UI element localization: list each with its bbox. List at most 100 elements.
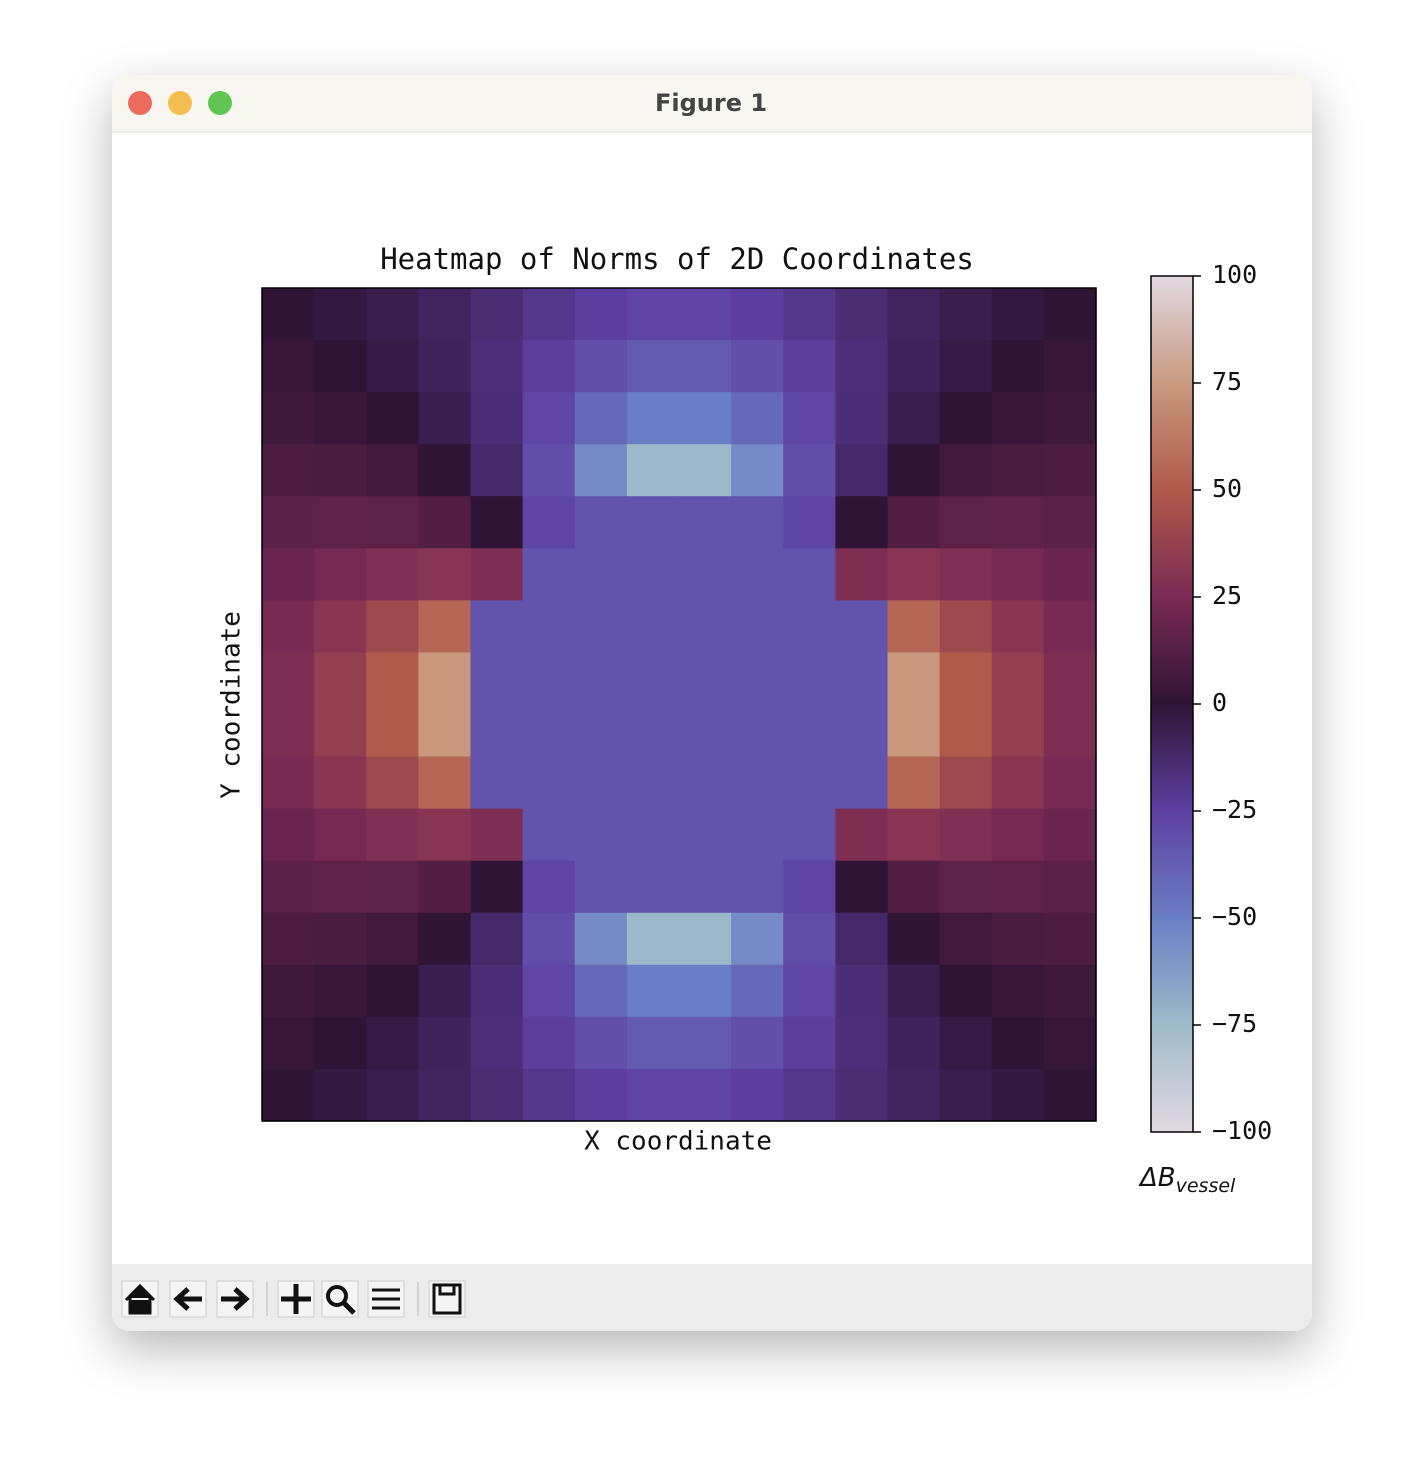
- heatmap-cell: [783, 444, 836, 497]
- heatmap-cell: [783, 288, 836, 341]
- heatmap-cell: [418, 704, 472, 758]
- heatmap-cell: [1043, 548, 1097, 601]
- heatmap-cell: [262, 548, 315, 601]
- heatmap-cell: [783, 1016, 836, 1070]
- heatmap-cell: [1043, 808, 1097, 862]
- heatmap-cell: [731, 288, 784, 341]
- heatmap-cell: [783, 756, 836, 810]
- heatmap-cell: [991, 964, 1045, 1018]
- heatmap-cell: [939, 964, 993, 1018]
- heatmap-cell: [887, 808, 941, 862]
- zoom-button[interactable]: [208, 91, 232, 115]
- heatmap-cell: [783, 496, 836, 549]
- heatmap-cell: [887, 340, 941, 393]
- forward-button[interactable]: [216, 1280, 254, 1318]
- heatmap-cell: [835, 964, 889, 1018]
- heatmap-cell: [418, 1016, 472, 1070]
- heatmap-cell: [314, 912, 367, 966]
- heatmap-cell: [366, 496, 419, 549]
- minimize-button[interactable]: [168, 91, 192, 115]
- heatmap-cell: [731, 548, 784, 601]
- colorbar-tick-label: 75: [1212, 367, 1242, 396]
- heatmap-cell: [783, 860, 836, 914]
- heatmap-cell: [731, 340, 784, 393]
- heatmap-cell: [835, 392, 889, 445]
- heatmap-cell: [626, 652, 680, 706]
- heatmap-cell: [366, 548, 419, 601]
- heatmap-cell: [366, 600, 419, 654]
- heatmap-cell: [366, 1068, 419, 1122]
- heatmap-cell: [574, 704, 628, 758]
- heatmap-cell: [262, 1068, 315, 1122]
- heatmap-cell: [470, 808, 524, 862]
- heatmap-cell: [679, 964, 732, 1018]
- heatmap-cell: [1043, 444, 1097, 497]
- heatmap-cell: [939, 1016, 993, 1070]
- save-button[interactable]: [428, 1280, 466, 1318]
- heatmap-cell: [939, 808, 993, 862]
- back-button[interactable]: [169, 1280, 207, 1318]
- home-button[interactable]: [121, 1280, 159, 1318]
- heatmap-cell: [731, 392, 784, 445]
- configure-button[interactable]: [367, 1280, 405, 1318]
- pan-button[interactable]: [277, 1280, 315, 1318]
- heatmap-cell: [679, 860, 732, 914]
- heatmap-cell: [314, 652, 367, 706]
- zoom-rect-button[interactable]: [321, 1280, 359, 1318]
- close-button[interactable]: [128, 91, 152, 115]
- heatmap-cell: [991, 912, 1045, 966]
- heatmap-cell: [522, 860, 576, 914]
- heatmap-cell: [574, 808, 628, 862]
- heatmap-cell: [991, 704, 1045, 758]
- heatmap-cell: [522, 964, 576, 1018]
- heatmap-cell: [887, 964, 941, 1018]
- heatmap-cell: [679, 392, 732, 445]
- heatmap-cell: [626, 444, 680, 497]
- heatmap-cell: [731, 1016, 784, 1070]
- heatmap-cell: [522, 912, 576, 966]
- heatmap-cell: [679, 496, 732, 549]
- heatmap-cell: [314, 756, 367, 810]
- heatmap-cell: [1043, 340, 1097, 393]
- colorbar-label-main: ΔB: [1138, 1163, 1176, 1193]
- heatmap-cell: [783, 808, 836, 862]
- heatmap-cell: [991, 392, 1045, 445]
- heatmap-cell: [574, 652, 628, 706]
- heatmap-cell: [731, 860, 784, 914]
- heatmap-cell: [939, 704, 993, 758]
- heatmap-cell: [314, 392, 367, 445]
- heatmap-cell: [574, 340, 628, 393]
- heatmap-cell: [262, 444, 315, 497]
- heatmap-cell: [731, 756, 784, 810]
- heatmap-cell: [470, 756, 524, 810]
- colorbar-tick-label: 0: [1212, 688, 1227, 717]
- heatmap-cell: [418, 288, 472, 341]
- heatmap-cell: [835, 340, 889, 393]
- heatmap-cell: [470, 600, 524, 654]
- heatmap-cell: [314, 808, 367, 862]
- heatmap-cell: [262, 756, 315, 810]
- heatmap-cell: [522, 548, 576, 601]
- heatmap-cell: [522, 652, 576, 706]
- heatmap-cell: [1043, 1016, 1097, 1070]
- heatmap-cell: [1043, 704, 1097, 758]
- colorbar-label: ΔBvessel: [1138, 1163, 1236, 1197]
- heatmap-cell: [887, 392, 941, 445]
- heatmap-cell: [262, 600, 315, 654]
- heatmap-cell: [522, 1016, 576, 1070]
- heatmap-cell: [522, 444, 576, 497]
- heatmap-cell: [731, 496, 784, 549]
- heatmap-cell: [783, 964, 836, 1018]
- heatmap-cell: [626, 496, 680, 549]
- heatmap-cell: [939, 1068, 993, 1122]
- heatmap-cell: [939, 340, 993, 393]
- heatmap-cell: [835, 808, 889, 862]
- colorbar-label-sub: vessel: [1176, 1175, 1236, 1197]
- heatmap-cell: [418, 964, 472, 1018]
- title-bar: [112, 75, 1312, 132]
- heatmap-cell: [1043, 600, 1097, 654]
- heatmap-cell: [887, 288, 941, 341]
- heatmap-cell: [783, 652, 836, 706]
- heatmap-cell: [835, 288, 889, 341]
